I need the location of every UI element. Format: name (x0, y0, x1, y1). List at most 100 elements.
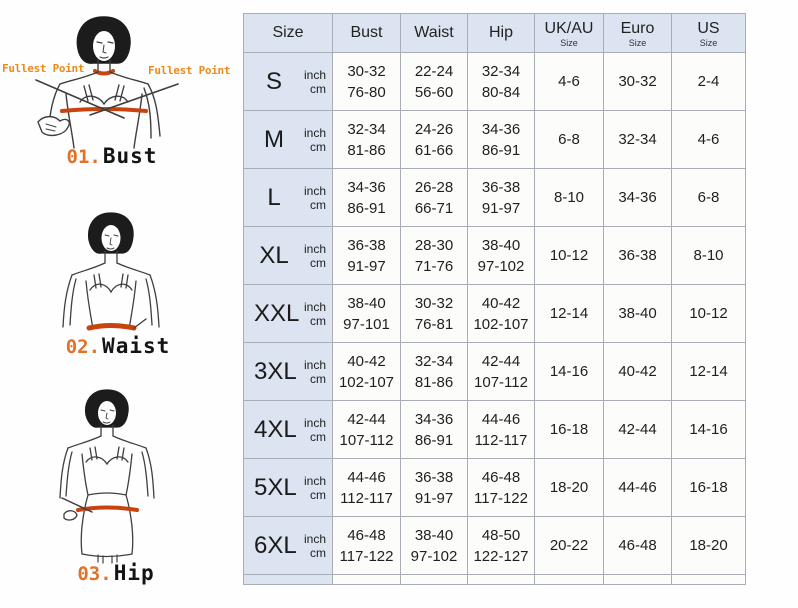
waist-inch-value: 24-26 (414, 120, 454, 138)
euro-size-cell: 46-48 (603, 516, 672, 575)
waist-inch-value: 28-30 (414, 236, 454, 254)
unit-inch-label: inch (303, 241, 326, 256)
waist-caption-word: Waist (102, 334, 171, 358)
euro-size-cell: 42-44 (603, 400, 672, 459)
waist-cm-value: 71-76 (414, 257, 454, 275)
bust-inch-value: 32-34 (347, 120, 386, 138)
waist-cell: 22-24 56-60 (400, 52, 468, 111)
waist-cell: 28-30 71-76 (400, 226, 468, 285)
unit-labels: inch cm (294, 242, 326, 270)
bust-diagram (35, 16, 179, 149)
waist-cell: 32-34 81-86 (400, 342, 468, 401)
waist-cm-value: 86-91 (414, 431, 454, 449)
unit-inch-label: inch (303, 125, 326, 140)
euro-size-cell: 40-42 (603, 342, 672, 401)
col-header-euro: Euro Size (603, 13, 672, 53)
ukau-sub-label: Size (560, 37, 578, 48)
waist-inch-value: 22-24 (414, 62, 454, 80)
unit-cm-label: cm (310, 371, 326, 386)
hip-cell: 46-48 117-122 (467, 458, 535, 517)
bust-inch-value: 40-42 (347, 352, 386, 370)
waist-measure-line (86, 323, 137, 331)
size-label: 3XL (254, 357, 297, 385)
hip-inch-value: 44-46 (481, 410, 521, 428)
hip-cm-value: 91-97 (481, 199, 521, 217)
fullest-point-label-left: Fullest Point (2, 62, 85, 75)
bust-caption-word: Bust (102, 144, 158, 168)
euro-size-cell: 30-32 (603, 52, 672, 111)
waist-caption-number: 02. (65, 336, 101, 358)
table-header-row: Size Bust Waist Hip UK/AU Size Euro Size U… (243, 13, 746, 53)
euro-size-cell: 36-38 (603, 226, 672, 285)
size-cell: 6XL inch cm (243, 516, 333, 575)
hip-inch-value: 48-50 (481, 526, 521, 544)
unit-inch-label: inch (303, 473, 326, 488)
cropped-bottom-row (243, 574, 746, 585)
hip-inch-value: 38-40 (481, 236, 521, 254)
bust-cell: 46-48 117-122 (332, 516, 401, 575)
bust-cell: 40-42 102-107 (332, 342, 401, 401)
bust-cell: 44-46 112-117 (332, 458, 401, 517)
size-label: L (267, 183, 281, 211)
waist-inch-value: 34-36 (414, 410, 454, 428)
table-row: M inch cm 32-34 81-86 24-26 61-66 34-36 8… (243, 110, 746, 169)
col-header-bust: Bust (332, 13, 401, 53)
hip-measure-line (76, 505, 139, 512)
hip-inch-value: 36-38 (481, 178, 521, 196)
hip-cm-value: 102-107 (473, 315, 529, 333)
bust-cm-value: 76-80 (347, 83, 386, 101)
waist-caption: 02.Waist (48, 334, 188, 358)
waist-cm-value: 66-71 (414, 199, 454, 217)
unit-labels: inch cm (297, 532, 326, 560)
col-header-hip: Hip (467, 13, 535, 53)
unit-cm-label: cm (310, 139, 326, 154)
ukau-size-cell: 16-18 (534, 400, 604, 459)
size-label: XXL (254, 299, 300, 327)
unit-inch-label: inch (303, 67, 326, 82)
size-label: XL (259, 241, 289, 269)
size-cell: 5XL inch cm (243, 458, 333, 517)
size-chart-table: Size Bust Waist Hip UK/AU Size Euro Size U… (243, 13, 746, 585)
col-header-us: US Size (671, 13, 746, 53)
hip-cm-value: 122-127 (473, 547, 529, 565)
waist-cell: 30-32 76-81 (400, 284, 468, 343)
hip-cm-value: 117-122 (474, 489, 528, 507)
bust-cm-value: 86-91 (347, 199, 386, 217)
size-cell: 4XL inch cm (243, 400, 333, 459)
tape-pointer (61, 497, 93, 513)
ukau-size-cell: 4-6 (534, 52, 604, 111)
size-cell: XL inch cm (243, 226, 333, 285)
unit-inch-label: inch (303, 415, 326, 430)
bust-cell: 38-40 97-101 (332, 284, 401, 343)
euro-size-cell: 34-36 (603, 168, 672, 227)
tape-pointer-left (35, 79, 125, 119)
hip-cm-value: 97-102 (477, 257, 525, 275)
size-cell: M inch cm (243, 110, 333, 169)
size-cell: XXL inch cm (243, 284, 333, 343)
bust-inch-value: 30-32 (347, 62, 386, 80)
unit-inch-label: inch (303, 357, 326, 372)
size-cell: 3XL inch cm (243, 342, 333, 401)
fullest-point-label-right: Fullest Point (148, 64, 231, 77)
waist-inch-value: 30-32 (414, 294, 454, 312)
tape-end (133, 318, 147, 329)
size-label: S (265, 67, 282, 95)
ukau-size-cell: 14-16 (534, 342, 604, 401)
waist-cm-value: 91-97 (414, 489, 454, 507)
hip-caption: 03.Hip (46, 561, 186, 585)
col-header-size: Size (243, 13, 333, 53)
size-label: 6XL (254, 531, 297, 559)
euro-size-cell: 44-46 (603, 458, 672, 517)
unit-labels: inch cm (294, 68, 326, 96)
hip-cell: 32-34 80-84 (467, 52, 535, 111)
hip-cell: 36-38 91-97 (467, 168, 535, 227)
unit-inch-label: inch (303, 183, 326, 198)
bust-cell: 30-32 76-80 (332, 52, 401, 111)
bust-cm-value: 107-112 (339, 431, 394, 449)
unit-labels: inch cm (297, 474, 326, 502)
us-size-cell: 16-18 (671, 458, 746, 517)
hip-inch-value: 42-44 (481, 352, 521, 370)
waist-cm-value: 81-86 (414, 373, 454, 391)
table-row: XXL inch cm 38-40 97-101 30-32 76-81 40-4… (243, 284, 746, 343)
